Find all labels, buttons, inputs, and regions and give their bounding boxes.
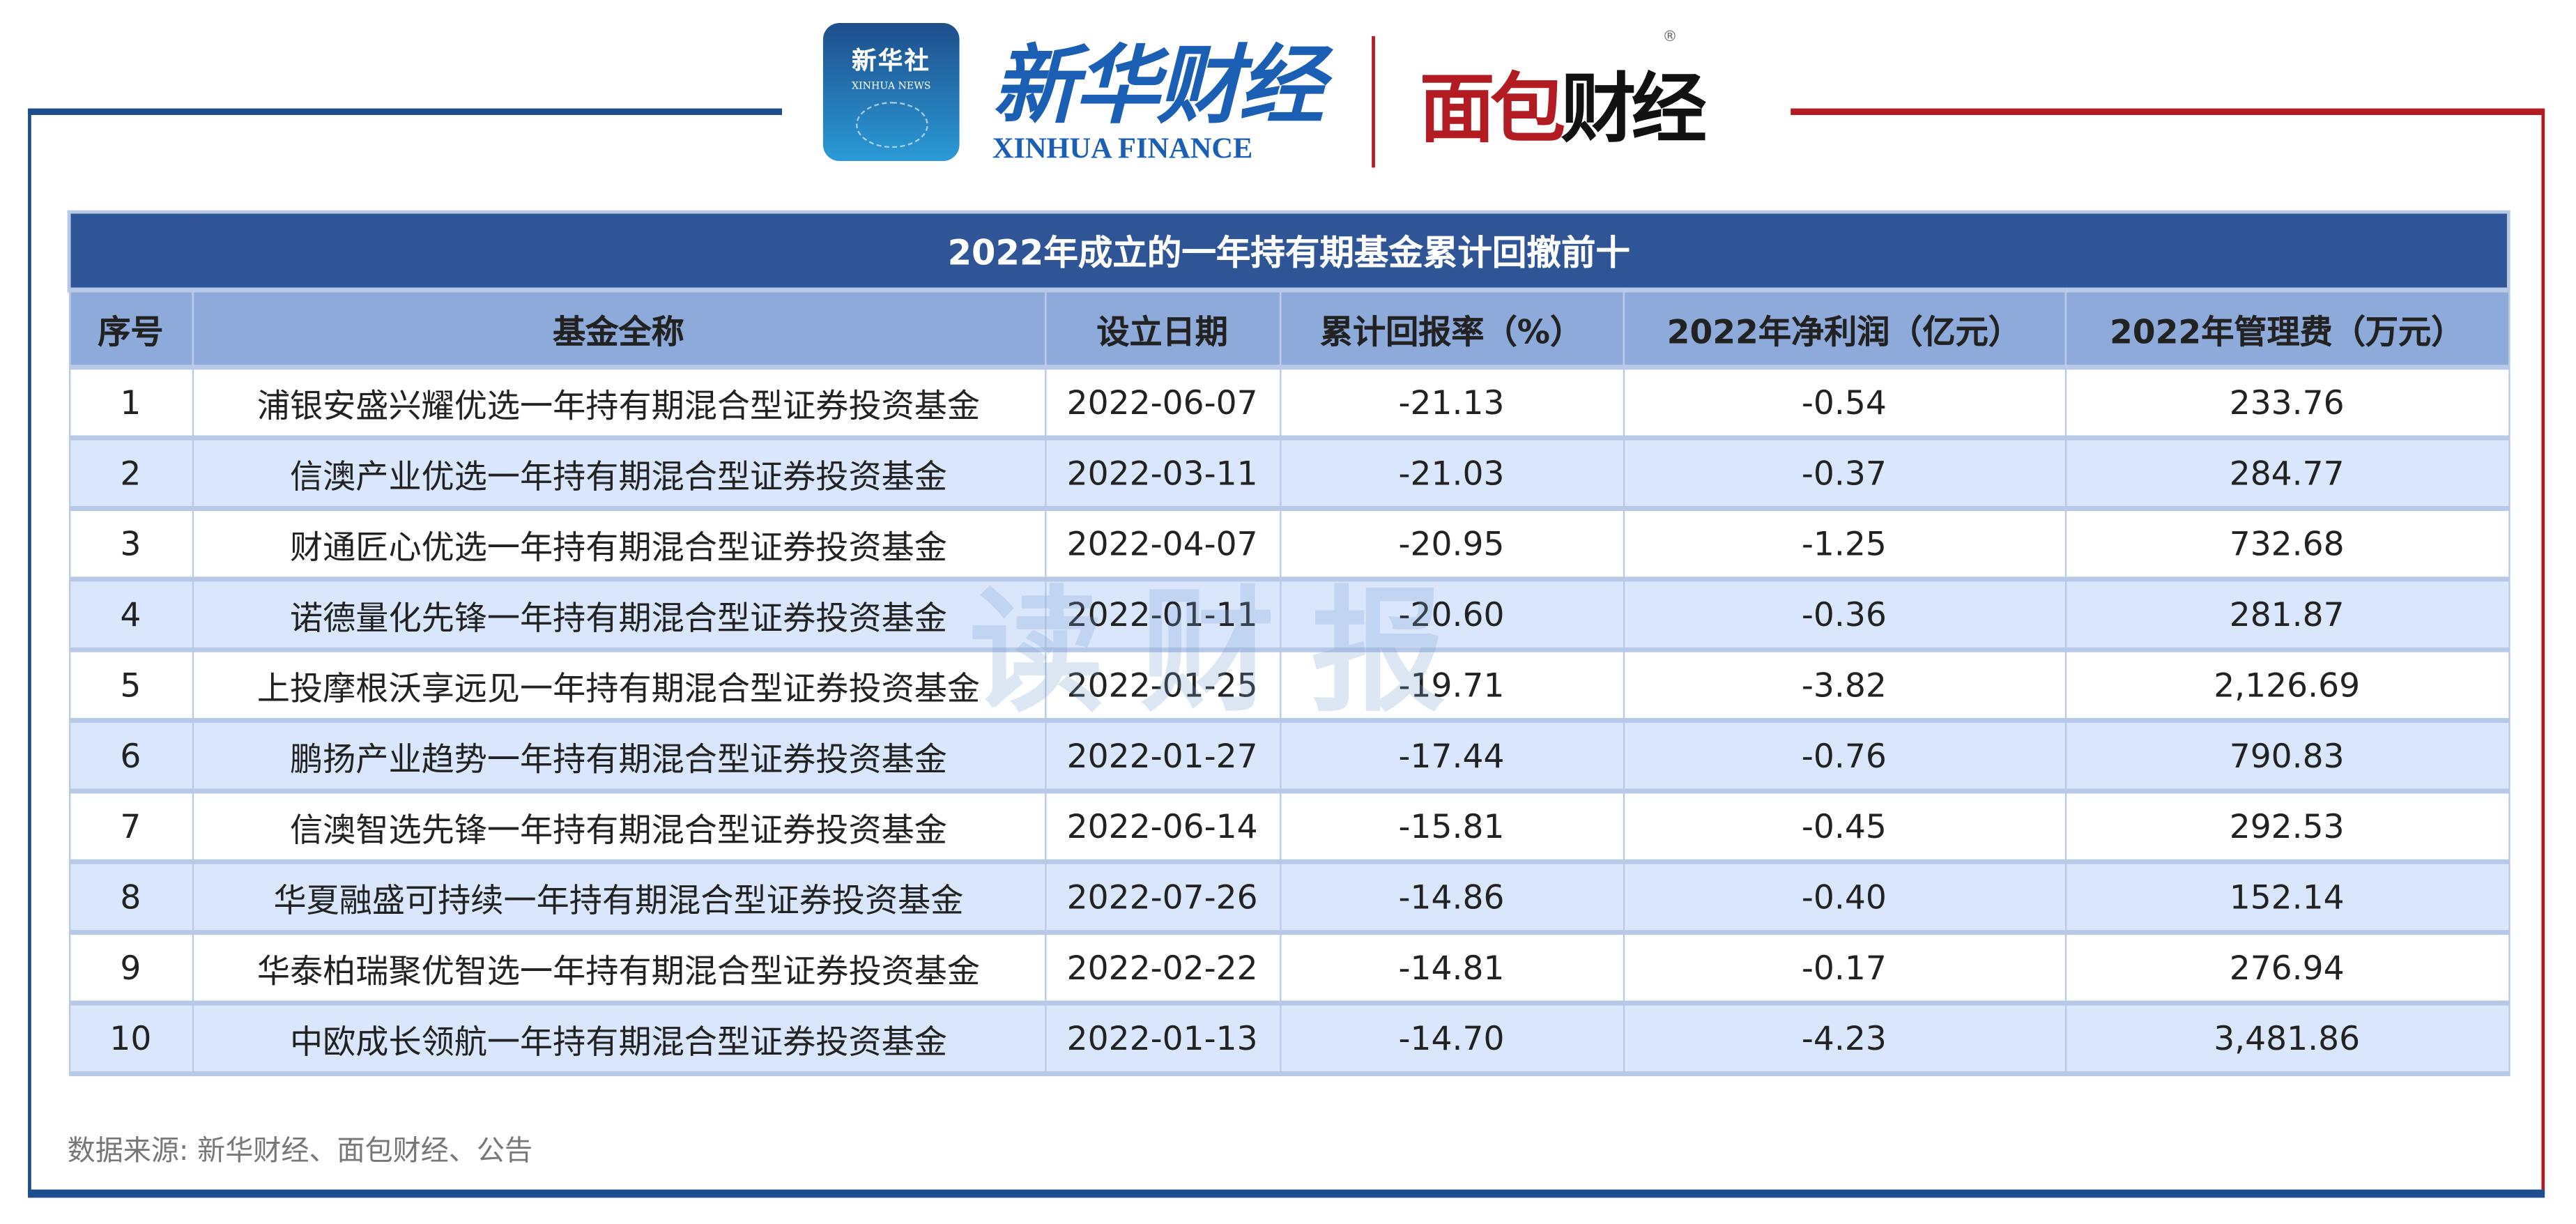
cell-index: 2 (68, 436, 193, 510)
cell-date: 2022-01-27 (1043, 719, 1281, 793)
cell-fee: 292.53 (2064, 790, 2510, 863)
cell-fee: 152.14 (2064, 861, 2510, 933)
cell-index: 7 (68, 790, 193, 863)
mianbao-logo-black: 财经 (1561, 63, 1707, 153)
cell-fee: 3,481.86 (2064, 1002, 2510, 1075)
fund-table: 2022年成立的一年持有期基金累计回撤前十 序号 基金全称 设立日期 累计回报率（%）… (67, 210, 2510, 1076)
cell-fund-name: 鹏扬产业趋势一年持有期混合型证券投资基金 (191, 719, 1046, 793)
cell-date: 2022-01-13 (1043, 1002, 1281, 1075)
cell-net-profit: -4.23 (1622, 1002, 2067, 1075)
xinhua-news-logo-cn: 新华社 (852, 45, 931, 76)
table-title: 2022年成立的一年持有期基金累计回撤前十 (67, 210, 2510, 292)
cell-index: 5 (68, 649, 193, 721)
cell-fund-name: 华泰柏瑞聚优智选一年持有期混合型证券投资基金 (191, 931, 1046, 1004)
xinhua-news-logo-en: XINHUA NEWS (851, 80, 931, 92)
table-row: 6 鹏扬产业趋势一年持有期混合型证券投资基金 2022-01-27 -17.44 -0.… (68, 719, 2510, 793)
header-fund-name: 基金全称 (191, 287, 1046, 370)
table-row: 1 浦银安盛兴耀优选一年持有期混合型证券投资基金 2022-06-07 -21.13-… (68, 366, 2510, 439)
cell-date: 2022-04-07 (1043, 507, 1281, 581)
cell-fund-name: 中欧成长领航一年持有期混合型证券投资基金 (191, 1002, 1046, 1075)
cell-date: 2022-06-14 (1043, 790, 1281, 863)
cell-fee: 2,126.69 (2064, 649, 2510, 721)
cell-fee: 233.76 (2064, 366, 2510, 439)
mianbao-logo-red: 面包 (1419, 63, 1566, 153)
table-row: 7 信澳智选先锋一年持有期混合型证券投资基金 2022-06-14 -15.81 -0.… (68, 790, 2510, 863)
cell-index: 9 (68, 931, 193, 1004)
cell-index: 6 (68, 719, 193, 793)
cell-index: 4 (68, 578, 193, 651)
cell-net-profit: -0.76 (1622, 719, 2067, 793)
cell-net-profit: -0.37 (1622, 436, 2067, 510)
table-row: 5 上投摩根沃享远见一年持有期混合型证券投资基金 2022-01-25 -19.71-… (68, 649, 2510, 721)
top-blue-rule (28, 108, 782, 115)
cell-fund-name: 财通匠心优选一年持有期混合型证券投资基金 (191, 507, 1046, 581)
header-net-profit: 2022年净利润（亿元） (1622, 287, 2067, 370)
xinhua-news-logo: 新华社 XINHUA NEWS (822, 22, 960, 161)
cell-fund-name: 信澳智选先锋一年持有期混合型证券投资基金 (191, 790, 1046, 863)
header-index: 序号 (68, 287, 193, 370)
cell-fund-name: 上投摩根沃享远见一年持有期混合型证券投资基金 (191, 649, 1046, 721)
cell-net-profit: -0.45 (1622, 790, 2067, 863)
cell-net-profit: -0.36 (1622, 578, 2067, 651)
cell-date: 2022-01-11 (1043, 578, 1281, 651)
cell-return: -21.13 (1279, 366, 1624, 439)
cell-net-profit: -0.17 (1622, 931, 2067, 1004)
cell-fee: 281.87 (2064, 578, 2510, 651)
cell-index: 10 (68, 1002, 193, 1075)
cell-return: -17.44 (1279, 719, 1624, 793)
cell-index: 8 (68, 861, 193, 933)
frame-left-border (28, 109, 31, 1195)
network-icon (856, 102, 928, 148)
cell-fee: 732.68 (2064, 507, 2510, 581)
cell-return: -14.70 (1279, 1002, 1624, 1075)
mianbao-finance-logo: 面包财经 (1419, 49, 1707, 158)
cell-date: 2022-01-25 (1043, 649, 1281, 721)
cell-fund-name: 信澳产业优选一年持有期混合型证券投资基金 (191, 436, 1046, 510)
cell-date: 2022-07-26 (1043, 861, 1281, 933)
cell-date: 2022-02-22 (1043, 931, 1281, 1004)
xinhua-finance-logo-en: XINHUA FINANCE (992, 131, 1253, 165)
cell-fee: 790.83 (2064, 719, 2510, 793)
cell-date: 2022-06-07 (1043, 366, 1281, 439)
cell-return: -20.60 (1279, 578, 1624, 651)
xinhua-finance-logo: 新华财经 (992, 36, 1324, 137)
cell-date: 2022-03-11 (1043, 436, 1281, 510)
cell-net-profit: -3.82 (1622, 649, 2067, 721)
source-note: 数据来源: 新华财经、面包财经、公告 (67, 1135, 533, 1168)
header-established-date: 设立日期 (1043, 287, 1281, 370)
cell-return: -20.95 (1279, 507, 1624, 581)
header-cumulative-return: 累计回报率（%） (1279, 287, 1624, 370)
registered-mark: ® (1662, 29, 1678, 46)
cell-return: -15.81 (1279, 790, 1624, 863)
frame-right-border (2541, 109, 2545, 1195)
cell-net-profit: -1.25 (1622, 507, 2067, 581)
table-row: 2 信澳产业优选一年持有期混合型证券投资基金 2022-03-11 -21.03 -0.… (68, 436, 2510, 510)
table-row: 8 华夏融盛可持续一年持有期混合型证券投资基金 2022-07-26 -14.86 -0… (68, 861, 2510, 933)
header-management-fee: 2022年管理费（万元） (2064, 287, 2510, 370)
cell-fund-name: 浦银安盛兴耀优选一年持有期混合型证券投资基金 (191, 366, 1046, 439)
cell-fee: 284.77 (2064, 436, 2510, 510)
table-row: 3 财通匠心优选一年持有期混合型证券投资基金 2022-04-07 -20.95 -1.… (68, 507, 2510, 581)
cell-index: 1 (68, 366, 193, 439)
table-row: 10 中欧成长领航一年持有期混合型证券投资基金 2022-01-13 -14.70 -4… (68, 1002, 2510, 1075)
cell-return: -21.03 (1279, 436, 1624, 510)
cell-index: 3 (68, 507, 193, 581)
cell-net-profit: -0.54 (1622, 366, 2067, 439)
top-red-rule (1791, 108, 2545, 115)
cell-net-profit: -0.40 (1622, 861, 2067, 933)
table-row: 4 诺德量化先锋一年持有期混合型证券投资基金 2022-01-11 -20.60 -0.… (68, 578, 2510, 651)
cell-fee: 276.94 (2064, 931, 2510, 1004)
bottom-rule (28, 1189, 2545, 1198)
cell-fund-name: 诺德量化先锋一年持有期混合型证券投资基金 (191, 578, 1046, 651)
cell-return: -19.71 (1279, 649, 1624, 721)
cell-return: -14.86 (1279, 861, 1624, 933)
cell-fund-name: 华夏融盛可持续一年持有期混合型证券投资基金 (191, 861, 1046, 933)
logo-separator (1372, 36, 1375, 168)
table-row: 9 华泰柏瑞聚优智选一年持有期混合型证券投资基金 2022-02-22 -14.81-… (68, 931, 2510, 1004)
cell-return: -14.81 (1279, 931, 1624, 1004)
